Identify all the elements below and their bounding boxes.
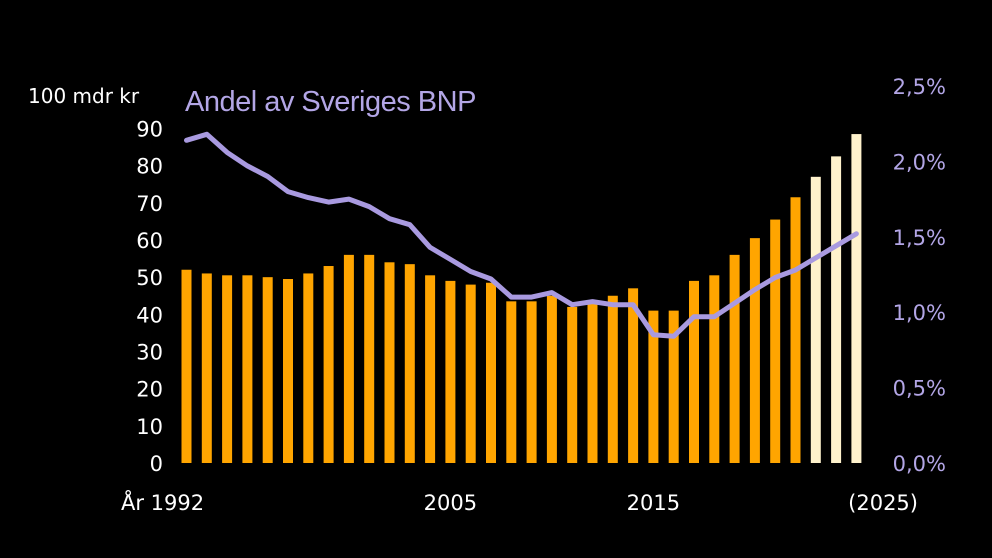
- bar: [506, 301, 517, 463]
- bar: [343, 254, 354, 463]
- bar-forecast: [851, 134, 862, 463]
- bar: [262, 277, 273, 463]
- bar: [689, 280, 699, 463]
- bar: [546, 295, 557, 463]
- bar: [384, 262, 395, 463]
- bar: [303, 273, 314, 463]
- right-axis-tick-label: 0,5%: [893, 377, 946, 401]
- x-axis: År 1992 2005 2015 (2025): [121, 489, 918, 515]
- right-axis-tick-label: 1,5%: [893, 226, 946, 250]
- left-axis-tick-label: 30: [136, 341, 163, 365]
- right-axis: 0,0% 0,5% 1,0% 1,5% 2,0% 2,5%: [893, 75, 946, 476]
- line-series: [184, 131, 859, 339]
- bar: [709, 275, 720, 463]
- left-axis-tick-label: 0: [150, 452, 163, 476]
- bar: [526, 301, 537, 463]
- bar: [729, 254, 740, 463]
- left-axis-tick-label: 40: [136, 303, 163, 327]
- x-axis-tick-label: (2025): [848, 491, 918, 515]
- bar-forecast: [831, 156, 842, 463]
- bar: [465, 284, 476, 463]
- bar: [445, 280, 456, 463]
- left-axis-tick-label: 20: [136, 378, 163, 402]
- bar-forecast: [810, 176, 821, 464]
- legend-line-label: Andel av Sveriges BNP: [185, 86, 476, 118]
- bar: [323, 266, 334, 463]
- bar: [607, 295, 618, 463]
- left-axis-tick-label: 60: [136, 229, 163, 253]
- bar-series: [181, 134, 862, 464]
- bar: [567, 306, 578, 463]
- bar: [587, 303, 598, 463]
- bar: [770, 219, 781, 463]
- bar: [425, 275, 436, 463]
- left-axis-unit-label: 100 mdr kr: [28, 84, 140, 108]
- right-axis-tick-label: 2,0%: [893, 150, 946, 174]
- x-axis-tick-label: 2005: [424, 491, 477, 515]
- bar: [668, 310, 679, 463]
- right-axis-tick-label: 1,0%: [893, 301, 946, 325]
- left-axis: 0 10 20 30 40 50 60 70 80 90: [136, 118, 163, 477]
- left-axis-tick-label: 70: [136, 192, 163, 216]
- left-axis-tick-label: 90: [136, 118, 163, 142]
- bar: [283, 279, 293, 463]
- left-axis-tick-label: 80: [136, 155, 163, 179]
- bar: [222, 275, 233, 463]
- bar: [242, 275, 253, 463]
- left-axis-tick-label: 50: [136, 266, 163, 290]
- x-axis-tick-label: År 1992: [121, 489, 204, 515]
- bar: [790, 197, 801, 463]
- bar: [628, 288, 639, 463]
- bar: [749, 238, 760, 463]
- bar: [404, 264, 415, 463]
- left-axis-tick-label: 10: [136, 415, 163, 439]
- bar: [364, 254, 375, 463]
- bar: [648, 310, 659, 463]
- right-axis-tick-label: 0,0%: [893, 452, 946, 476]
- bar: [181, 269, 192, 463]
- x-axis-tick-label: 2015: [627, 491, 680, 515]
- bar: [486, 282, 496, 463]
- bar: [201, 273, 212, 463]
- right-axis-tick-label: 2,5%: [893, 75, 946, 99]
- line-series-path: [184, 131, 859, 339]
